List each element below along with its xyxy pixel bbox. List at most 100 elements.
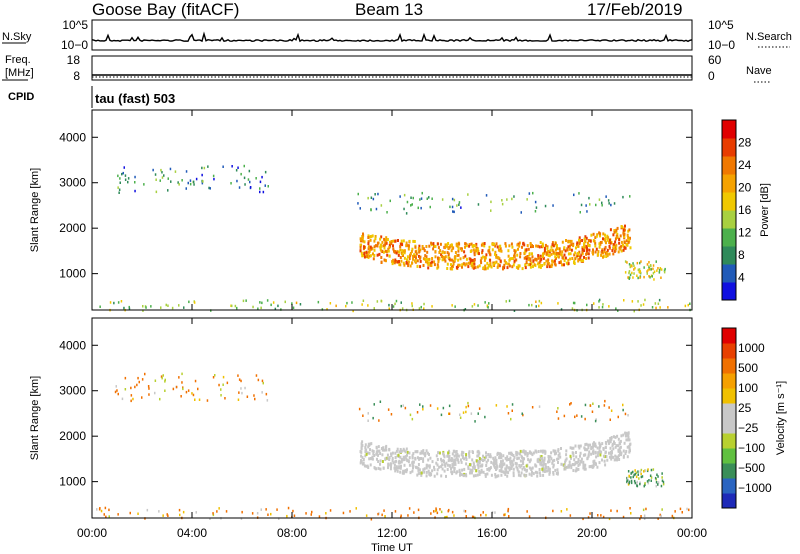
echo-cell — [403, 207, 405, 211]
echo-cell — [612, 447, 615, 451]
echo-cell — [660, 268, 663, 271]
echo-cell — [657, 483, 659, 486]
echo-cell — [361, 440, 364, 444]
echo-cell — [443, 469, 446, 473]
echo-cell — [425, 464, 428, 468]
echo-cell — [639, 470, 642, 473]
velocity-colorbar-label: Velocity [m s⁻¹] — [775, 381, 787, 455]
echo-cell — [654, 476, 657, 480]
echo-cell — [622, 433, 625, 437]
echo-cell — [396, 466, 399, 470]
echo-cell — [448, 449, 450, 453]
colorbar-swatch — [722, 343, 736, 359]
echo-cell — [534, 210, 537, 213]
echo-cell — [486, 261, 489, 265]
echo-cell — [446, 463, 449, 467]
echo-cell — [516, 457, 519, 461]
echo-cell — [548, 265, 551, 269]
echo-cell — [482, 459, 484, 462]
echo-cell — [661, 472, 663, 475]
echo-cell — [369, 457, 372, 460]
echo-cell — [411, 247, 414, 251]
echo-cell — [539, 254, 542, 258]
echo-cell — [629, 236, 631, 240]
echo-cell — [579, 454, 581, 458]
echo-cell — [402, 455, 405, 459]
echo-cell — [636, 274, 638, 277]
echo-cell — [161, 376, 163, 380]
echo-cell — [382, 466, 385, 470]
echo-cell — [596, 465, 599, 469]
echo-cell — [523, 256, 526, 260]
echo-cell — [256, 512, 259, 515]
echo-cell — [600, 253, 603, 257]
echo-cell — [461, 468, 464, 472]
echo-region — [359, 224, 632, 271]
echo-cell — [167, 189, 169, 192]
echo-cell — [379, 459, 382, 463]
echo-cell — [542, 466, 545, 470]
echo-cell — [518, 264, 521, 268]
echo-cell — [402, 471, 405, 475]
echo-cell — [99, 305, 101, 308]
echo-cell — [482, 454, 484, 458]
echo-cell — [426, 261, 429, 265]
echo-cell — [650, 468, 653, 472]
echo-cell — [549, 248, 552, 252]
echo-cell — [597, 514, 599, 517]
echo-cell — [494, 456, 497, 460]
echo-cell — [445, 461, 448, 465]
echo-cell — [187, 181, 189, 185]
echo-cell — [454, 458, 457, 462]
echo-cell — [506, 405, 508, 408]
echo-cell — [403, 263, 406, 267]
echo-cell — [367, 256, 370, 259]
echo-cell — [477, 449, 480, 453]
echo-cell — [570, 239, 573, 243]
echo-cell — [513, 253, 516, 257]
echo-cell — [622, 408, 624, 412]
echo-cell — [602, 454, 605, 458]
echo-cell — [452, 262, 455, 266]
echo-cell — [380, 299, 382, 303]
echo-cell — [454, 450, 457, 454]
echo-cell — [625, 243, 628, 246]
echo-cell — [388, 447, 391, 451]
echo-cell — [117, 301, 120, 304]
echo-cell — [116, 389, 118, 392]
echo-cell — [114, 390, 117, 394]
echo-cell — [403, 463, 406, 467]
echo-cell — [446, 515, 448, 519]
echo-cell — [444, 259, 447, 263]
echo-cell — [431, 197, 433, 200]
echo-cell — [124, 376, 127, 380]
echo-cell — [459, 257, 462, 261]
echo-cell — [249, 186, 252, 189]
echo-cell — [361, 462, 364, 466]
echo-cell — [608, 305, 610, 308]
echo-cell — [468, 463, 471, 467]
echo-cell — [457, 263, 460, 267]
echo-cell — [516, 451, 519, 455]
echo-cell — [225, 510, 228, 513]
echo-cell — [548, 459, 551, 463]
echo-cell — [643, 266, 645, 269]
echo-cell — [632, 470, 634, 474]
echo-cell — [470, 471, 473, 475]
freq-ytick-top: 18 — [67, 53, 81, 67]
echo-cell — [455, 242, 458, 246]
echo-cell — [438, 257, 441, 261]
echo-cell — [484, 264, 487, 268]
echo-cell — [366, 464, 369, 468]
echo-cell — [451, 246, 454, 250]
echo-cell — [587, 239, 590, 242]
echo-cell — [482, 511, 484, 514]
echo-cell — [389, 462, 392, 466]
echo-cell — [494, 473, 497, 476]
echo-cell — [361, 456, 364, 460]
echo-cell — [632, 262, 634, 265]
echo-cell — [400, 404, 402, 408]
echo-cell — [552, 204, 554, 207]
echo-cell — [661, 508, 663, 511]
